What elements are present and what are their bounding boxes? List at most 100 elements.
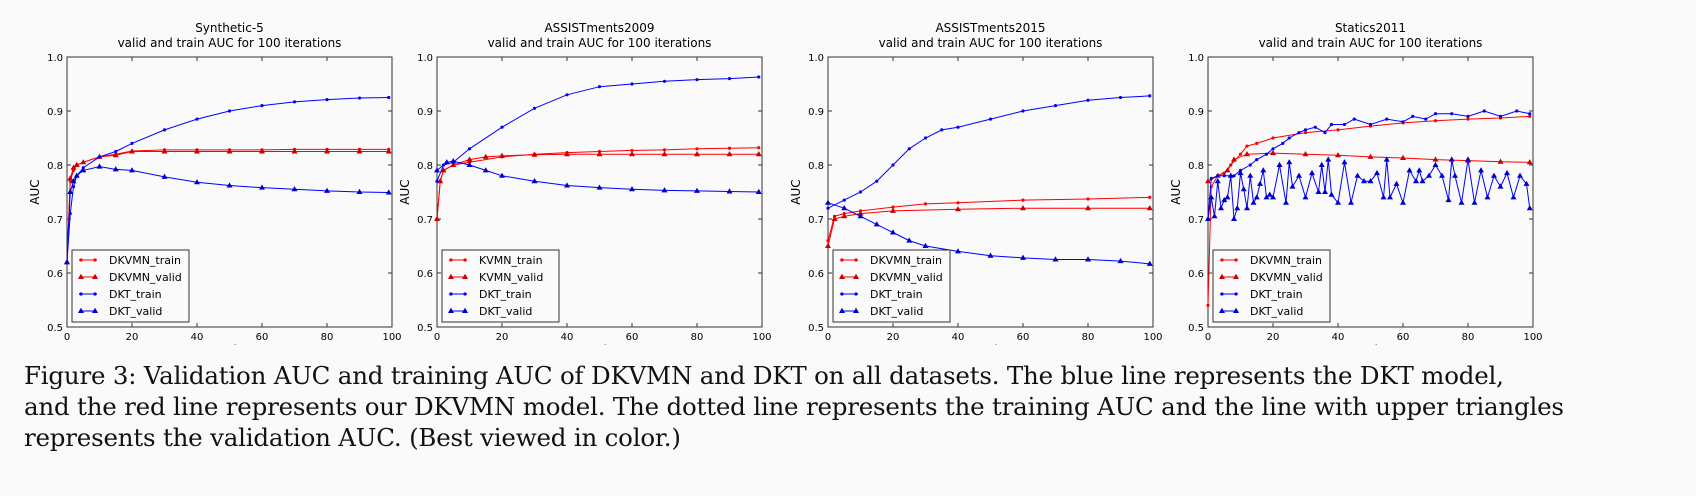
data-point bbox=[195, 117, 199, 121]
data-point bbox=[194, 179, 200, 185]
x-tick-label: 60 bbox=[1397, 332, 1410, 343]
y-tick-label: 1.0 bbox=[1188, 53, 1204, 64]
x-axis-label: Iterations bbox=[201, 343, 258, 345]
data-point bbox=[440, 167, 447, 173]
data-point bbox=[70, 164, 77, 170]
data-point bbox=[857, 210, 864, 216]
legend-box bbox=[441, 249, 560, 323]
x-tick-label: 100 bbox=[382, 332, 401, 343]
x-tick-label: 20 bbox=[1267, 332, 1280, 343]
legend-marker bbox=[463, 292, 467, 296]
data-point bbox=[1244, 151, 1250, 157]
data-point bbox=[841, 213, 848, 219]
y-tick-label: 0.5 bbox=[1188, 323, 1204, 334]
chart-subtitle: valid and train AUC for 100 iterations bbox=[879, 36, 1103, 50]
data-point bbox=[629, 151, 635, 157]
data-point bbox=[291, 148, 298, 154]
data-point bbox=[161, 148, 168, 154]
data-point bbox=[1466, 117, 1470, 121]
data-point bbox=[1416, 167, 1423, 173]
x-tick-label: 60 bbox=[626, 332, 639, 343]
y-tick-label: 0.6 bbox=[808, 269, 824, 280]
data-point bbox=[1335, 152, 1341, 158]
data-point bbox=[1368, 122, 1373, 127]
data-point bbox=[130, 141, 134, 145]
data-point bbox=[873, 221, 880, 227]
legend: KVMN_train KVMN_valid DKT_train DKT_valid bbox=[441, 249, 560, 323]
legend-entry: DKVMN_train bbox=[1250, 254, 1322, 267]
x-tick-label: 0 bbox=[64, 332, 70, 343]
data-point bbox=[1354, 172, 1361, 178]
data-point bbox=[1471, 199, 1478, 205]
data-point bbox=[956, 125, 960, 129]
caption-line-1: Figure 3: Validation AUC and training AU… bbox=[24, 361, 1504, 390]
data-point bbox=[694, 151, 700, 157]
y-tick-label: 0.5 bbox=[47, 323, 63, 334]
data-point bbox=[1020, 254, 1026, 260]
data-point bbox=[482, 167, 489, 173]
data-point bbox=[1146, 260, 1153, 266]
data-point bbox=[1266, 191, 1273, 197]
data-point bbox=[875, 179, 879, 183]
x-axis-label: Iterations bbox=[962, 343, 1019, 345]
data-point bbox=[1328, 191, 1335, 197]
data-point bbox=[499, 172, 505, 178]
data-point bbox=[923, 202, 928, 206]
series-dkt-valid bbox=[434, 158, 762, 194]
legend-marker bbox=[1220, 258, 1224, 262]
x-tick-label: 40 bbox=[952, 332, 965, 343]
data-point bbox=[532, 106, 537, 110]
data-point bbox=[1270, 149, 1276, 156]
legend-marker bbox=[840, 292, 844, 296]
data-point bbox=[755, 151, 762, 157]
data-point bbox=[891, 163, 895, 167]
x-tick-label: 40 bbox=[1332, 332, 1345, 343]
series-dkt-train bbox=[826, 94, 1152, 210]
data-point bbox=[1315, 188, 1322, 194]
data-point bbox=[1224, 194, 1231, 200]
data-point bbox=[1250, 199, 1257, 205]
data-point bbox=[129, 148, 135, 154]
legend-entry: DKVMN_valid bbox=[1250, 271, 1323, 284]
data-point bbox=[1406, 167, 1413, 173]
data-point bbox=[112, 166, 119, 172]
legend-marker bbox=[1234, 292, 1238, 296]
data-point bbox=[324, 148, 330, 154]
data-point bbox=[1296, 172, 1302, 178]
legend-marker bbox=[1234, 258, 1238, 262]
legend-entry: DKVMN_train bbox=[109, 254, 181, 267]
data-point bbox=[1400, 199, 1406, 205]
y-tick-label: 1.0 bbox=[417, 53, 433, 64]
legend-marker bbox=[853, 307, 859, 313]
data-point bbox=[1313, 125, 1317, 129]
legend-marker bbox=[462, 273, 468, 279]
data-point bbox=[531, 178, 538, 184]
data-point bbox=[907, 147, 911, 151]
data-point bbox=[1209, 176, 1213, 181]
legend-box bbox=[71, 249, 190, 323]
data-point bbox=[1238, 152, 1243, 156]
data-point bbox=[70, 178, 77, 184]
chart-subtitle: valid and train AUC for 100 iterations bbox=[118, 36, 342, 50]
data-point bbox=[1231, 215, 1237, 221]
data-point bbox=[940, 128, 944, 132]
series-dkt-valid bbox=[825, 199, 1153, 266]
series-line bbox=[66, 166, 389, 263]
data-point bbox=[826, 206, 830, 210]
data-point bbox=[1336, 128, 1340, 132]
data-point bbox=[1309, 169, 1315, 176]
data-point bbox=[1237, 169, 1244, 176]
data-point bbox=[987, 252, 994, 258]
data-point bbox=[64, 259, 70, 265]
data-point bbox=[1504, 169, 1510, 176]
caption-line-2: and the red line represents our DKVMN mo… bbox=[24, 392, 1564, 421]
data-point bbox=[1448, 156, 1455, 162]
data-point bbox=[1385, 117, 1389, 121]
data-point bbox=[226, 182, 233, 188]
data-point bbox=[1450, 112, 1454, 116]
data-point bbox=[1517, 172, 1523, 178]
y-tick-label: 0.7 bbox=[1188, 215, 1204, 226]
legend-marker bbox=[1219, 307, 1225, 313]
x-tick-label: 40 bbox=[561, 332, 574, 343]
data-point bbox=[531, 151, 538, 157]
